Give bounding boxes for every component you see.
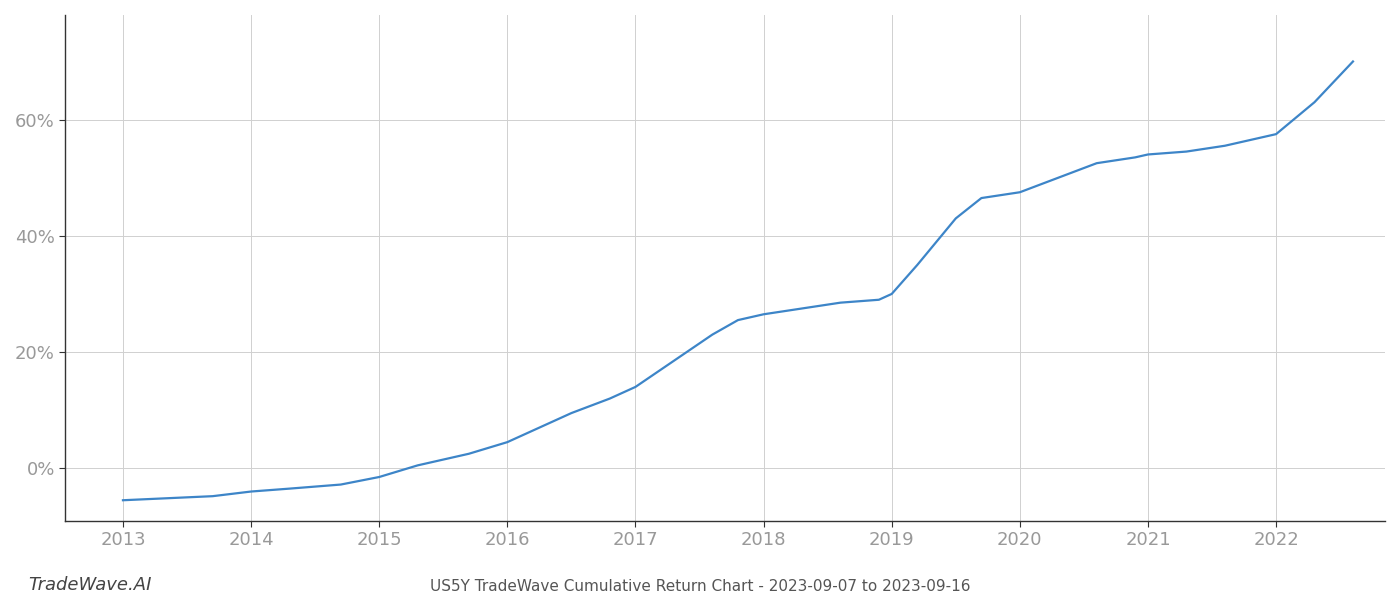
Text: US5Y TradeWave Cumulative Return Chart - 2023-09-07 to 2023-09-16: US5Y TradeWave Cumulative Return Chart -… (430, 579, 970, 594)
Text: TradeWave.AI: TradeWave.AI (28, 576, 151, 594)
